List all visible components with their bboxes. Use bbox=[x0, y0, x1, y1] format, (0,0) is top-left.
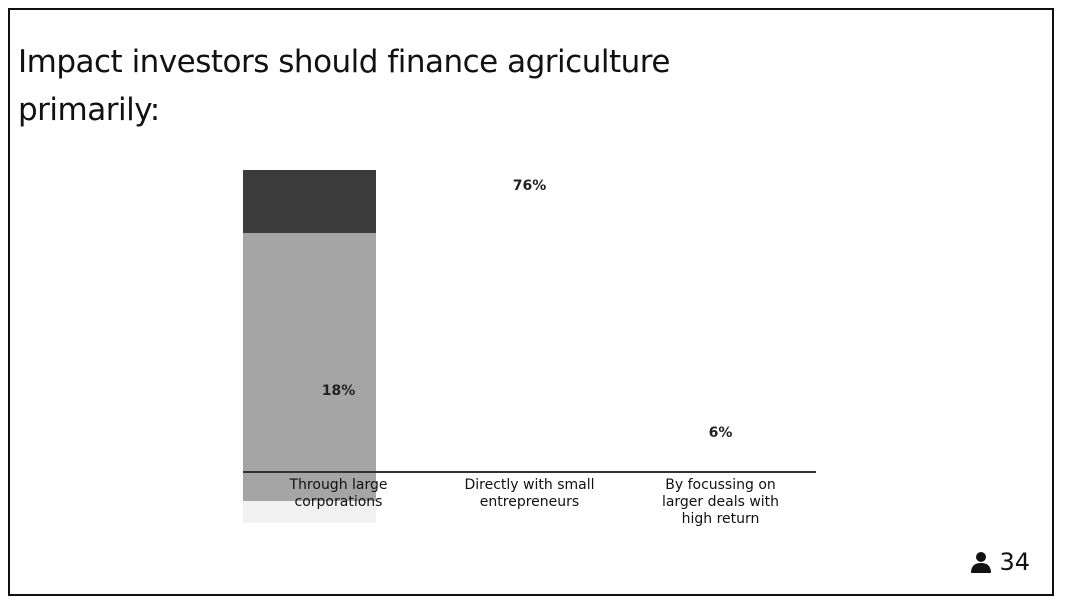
slide: Impact investors should finance agricult… bbox=[8, 8, 1054, 596]
baseline bbox=[243, 471, 816, 473]
category-label: By focussing on larger deals with high r… bbox=[661, 477, 780, 527]
participant-count: 34 bbox=[969, 548, 1030, 576]
category-label: Through large corporations bbox=[289, 477, 388, 510]
person-icon bbox=[971, 552, 992, 573]
count-text: 34 bbox=[999, 548, 1030, 576]
category-label: Directly with small entrepreneurs bbox=[464, 477, 595, 510]
value-label: 6% bbox=[708, 424, 733, 441]
chart-title: Impact investors should finance agricult… bbox=[18, 44, 670, 128]
bar bbox=[243, 233, 376, 502]
value-label: 18% bbox=[321, 382, 356, 399]
value-label: 76% bbox=[512, 178, 547, 194]
bar bbox=[243, 501, 376, 523]
plot-area: 18% 76% 6% bbox=[243, 170, 816, 523]
bar bbox=[243, 170, 376, 234]
